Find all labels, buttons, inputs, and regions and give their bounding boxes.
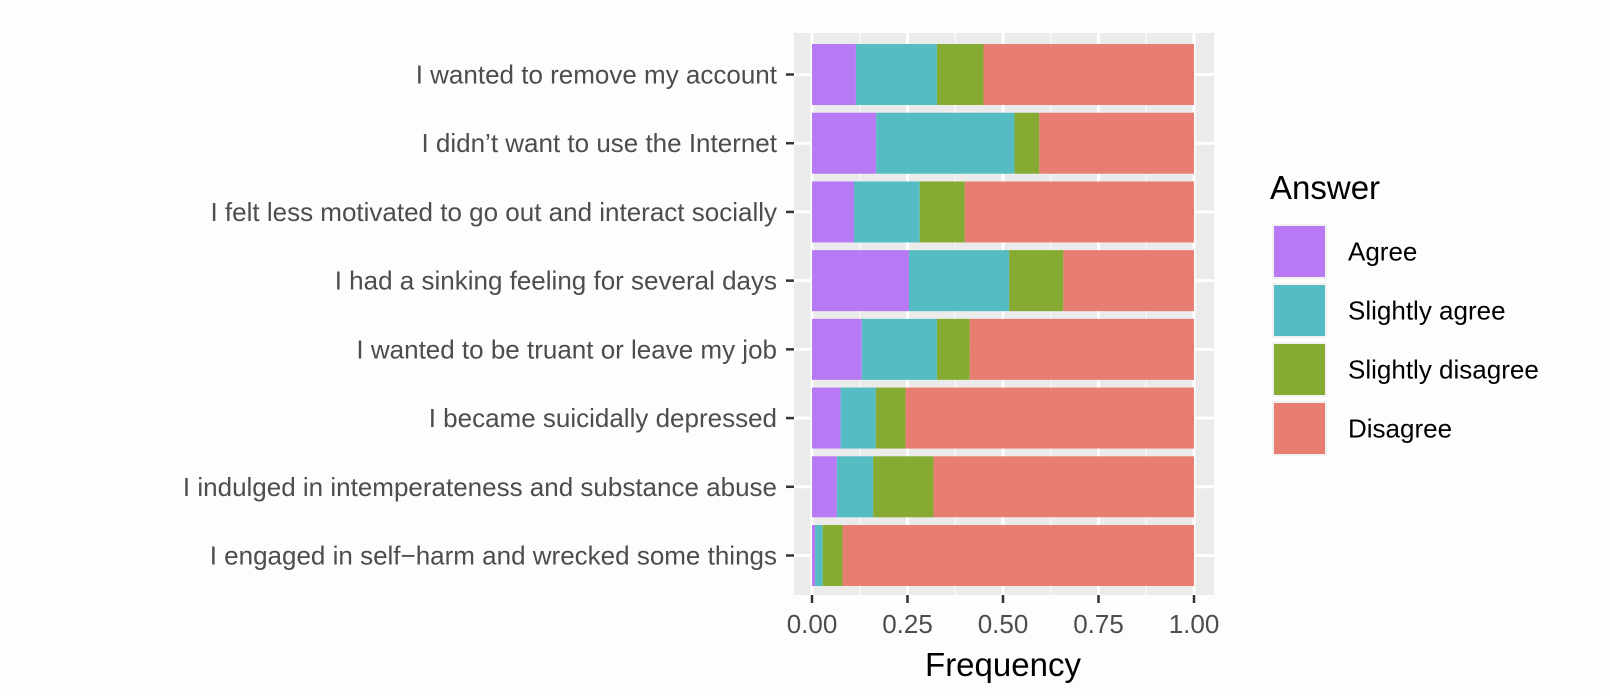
category-label: I wanted to remove my account (416, 60, 778, 90)
bar-segment-agree (812, 112, 877, 174)
bar-segment-agree (812, 250, 910, 312)
legend-title: Answer (1270, 169, 1380, 206)
bar-segment-disagree (983, 44, 1194, 105)
bar-segment-agree (812, 181, 855, 243)
category-label: I indulged in intemperateness and substa… (183, 472, 777, 502)
bar-segment-slightly-disagree (936, 318, 970, 380)
bar-segment-slightly-agree (909, 250, 1010, 312)
x-tick-label: 0.50 (978, 609, 1029, 639)
category-label: I didn’t want to use the Internet (421, 128, 777, 158)
legend-swatch (1274, 285, 1325, 336)
x-axis: 0.00 0.25 0.50 0.75 1.00 (787, 595, 1220, 639)
bar-segment-disagree (933, 456, 1194, 518)
legend-label: Agree (1348, 237, 1417, 267)
legend-swatch (1274, 344, 1325, 395)
bar-segment-disagree (1063, 250, 1194, 312)
y-axis: I wanted to remove my account I didn’t wa… (183, 60, 794, 571)
legend-swatch (1274, 226, 1325, 277)
category-label: I had a sinking feeling for several days (335, 266, 777, 296)
bar-segment-slightly-disagree (1009, 250, 1064, 312)
bar-segment-disagree (842, 525, 1194, 586)
bar-segment-slightly-agree (840, 387, 876, 449)
bar-segment-slightly-agree (876, 112, 1015, 174)
x-tick-label: 0.25 (882, 609, 933, 639)
bar-segment-slightly-disagree (822, 525, 843, 586)
bar-segment-slightly-disagree (919, 181, 965, 243)
bar-segment-slightly-disagree (873, 456, 934, 518)
bar-segment-slightly-disagree (875, 387, 906, 449)
bars (812, 44, 1194, 586)
bar-segment-slightly-agree (861, 318, 937, 380)
x-tick-label: 0.75 (1073, 609, 1124, 639)
bar-segment-slightly-disagree (1014, 112, 1040, 174)
bar-segment-disagree (964, 181, 1194, 243)
category-label: I became suicidally depressed (429, 403, 777, 433)
category-label: I wanted to be truant or leave my job (356, 334, 777, 364)
legend-swatch (1274, 403, 1325, 454)
legend: Answer Agree Slightly agree Slightly disag… (1270, 169, 1539, 456)
bar-segment-agree (812, 318, 862, 380)
x-tick-label: 0.00 (787, 609, 838, 639)
bar-segment-slightly-agree (836, 456, 874, 518)
x-axis-title: Frequency (925, 646, 1081, 683)
category-label: I felt less motivated to go out and inte… (210, 197, 777, 227)
bar-segment-disagree (905, 387, 1194, 449)
legend-label: Disagree (1348, 414, 1452, 444)
legend-label: Slightly agree (1348, 296, 1506, 326)
bar-segment-disagree (1039, 112, 1194, 174)
bar-segment-slightly-agree (854, 181, 920, 243)
bar-segment-agree (812, 387, 841, 449)
bar-segment-slightly-agree (815, 525, 823, 586)
bar-segment-slightly-agree (855, 44, 937, 105)
x-tick-label: 1.00 (1169, 609, 1220, 639)
bar-segment-agree (812, 525, 816, 586)
bar-segment-agree (812, 44, 856, 105)
category-label: I engaged in self−harm and wrecked some … (210, 541, 777, 571)
bar-segment-agree (812, 456, 837, 518)
bar-segment-disagree (969, 318, 1194, 380)
legend-label: Slightly disagree (1348, 355, 1539, 385)
bar-segment-slightly-disagree (936, 44, 984, 105)
